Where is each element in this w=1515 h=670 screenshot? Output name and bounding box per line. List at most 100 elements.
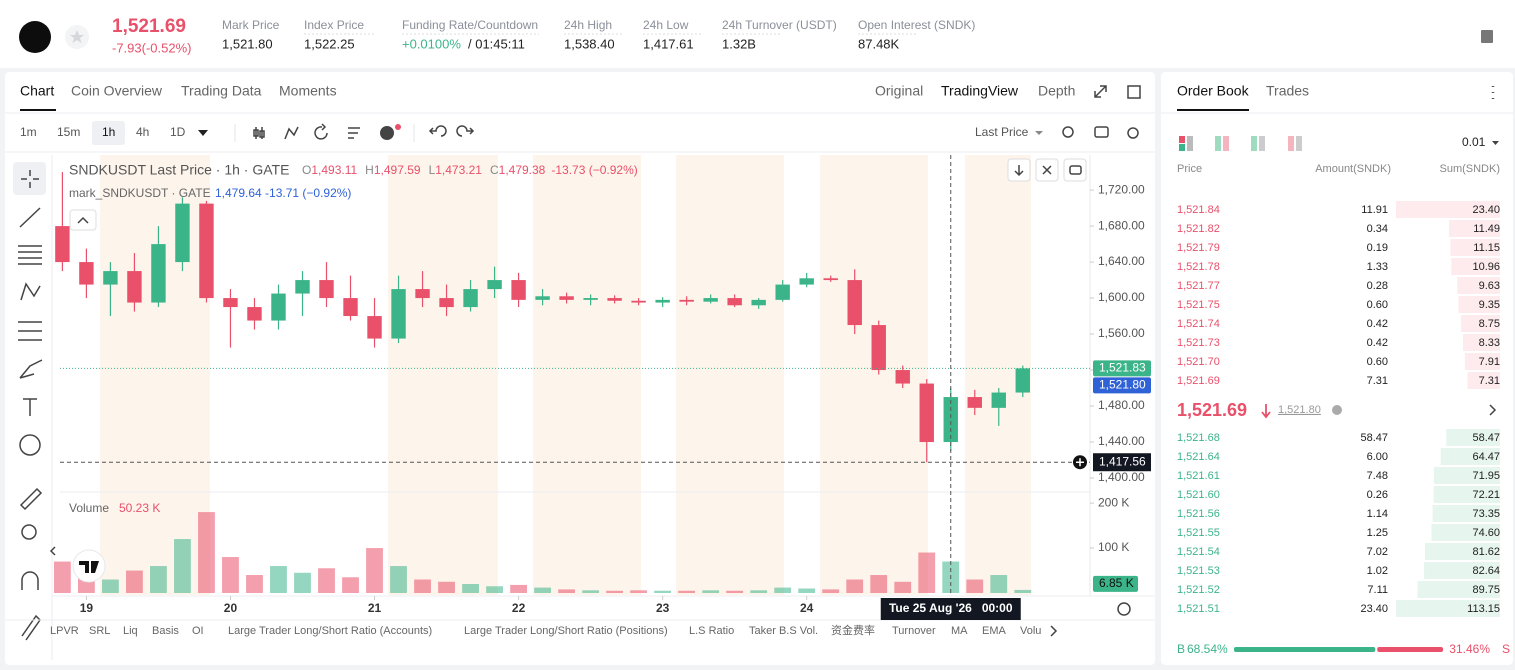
camera-icon[interactable]: [1094, 126, 1109, 138]
indicator-tab[interactable]: Volu: [1020, 625, 1041, 637]
volume-bar: [582, 590, 600, 593]
mid-mark-price[interactable]: 1,521.80: [1278, 404, 1321, 416]
toggle-part[interactable]: [1187, 136, 1193, 151]
book-icon[interactable]: [1481, 30, 1493, 43]
pattern-tool[interactable]: [20, 282, 41, 301]
precision[interactable]: 0.01: [1462, 135, 1486, 149]
crosshair-add-plus[interactable]: [1076, 458, 1084, 467]
toggle-part[interactable]: [1251, 136, 1257, 151]
orderbook-tab[interactable]: Trades: [1266, 83, 1309, 99]
toggle-part[interactable]: [1223, 136, 1229, 151]
chart-button[interactable]: [1063, 158, 1087, 182]
toggle-part[interactable]: [1179, 144, 1185, 151]
view-tab[interactable]: Original: [875, 83, 923, 99]
stat-value: 1,522.25: [304, 36, 355, 51]
timeframe[interactable]: 1m: [20, 125, 37, 139]
volume-bar: [126, 570, 143, 593]
depth-bar: [1450, 239, 1500, 256]
timeframe[interactable]: 1h: [102, 125, 115, 139]
scroll-icon[interactable]: [1014, 165, 1024, 177]
more-arrow[interactable]: [1489, 404, 1497, 416]
order-sum: 11.49: [1473, 223, 1500, 235]
emoji-tool[interactable]: [19, 434, 41, 456]
timeframe[interactable]: 15m: [57, 125, 80, 139]
session-band: [100, 155, 210, 595]
search-icon[interactable]: [1062, 126, 1074, 138]
indicator-tab[interactable]: LPVR: [50, 625, 79, 637]
indicator-tab[interactable]: 资金费率: [831, 623, 875, 637]
orderbook-tab[interactable]: Order Book: [1177, 83, 1250, 99]
last-price-badge-label: 1,521.83: [1099, 361, 1146, 375]
timeframe[interactable]: 1D: [170, 125, 186, 139]
chart-tab[interactable]: Chart: [20, 83, 54, 99]
projection-tool[interactable]: [18, 321, 42, 341]
view-tab[interactable]: Depth: [1038, 83, 1075, 99]
scroll-right[interactable]: [1050, 625, 1058, 637]
toggle-part[interactable]: [1179, 136, 1185, 143]
stat-value: 87.48K: [858, 36, 900, 51]
indicator-tab[interactable]: L.S Ratio: [689, 625, 734, 637]
crosshair-tool[interactable]: [21, 170, 39, 188]
indicator-tab[interactable]: Basis: [152, 625, 179, 637]
fit-icon[interactable]: [1042, 165, 1052, 175]
zoom-tool[interactable]: [21, 524, 37, 540]
settings-icon[interactable]: [1127, 127, 1139, 139]
indicator-tab[interactable]: Turnover: [892, 625, 936, 637]
dropdown-arrow[interactable]: [1035, 131, 1043, 135]
measure-tool[interactable]: [19, 487, 43, 511]
window-icon[interactable]: [1127, 85, 1141, 99]
trendline-tool[interactable]: [19, 207, 41, 228]
indicator-tab[interactable]: Liq: [123, 625, 138, 637]
indicator-tab[interactable]: Large Trader Long/Short Ratio (Accounts): [228, 625, 432, 637]
toggle-part[interactable]: [1215, 136, 1221, 151]
undo-icon[interactable]: [428, 125, 447, 137]
expand-icon[interactable]: [1094, 85, 1107, 98]
chart-tab[interactable]: Moments: [279, 83, 337, 99]
volume-bar: [654, 590, 672, 593]
fib-tool[interactable]: [18, 245, 42, 265]
toggle-part[interactable]: [1296, 136, 1302, 151]
volume-bar: [918, 552, 936, 593]
scroll-left[interactable]: [49, 546, 56, 556]
text-tool[interactable]: [23, 398, 37, 416]
indicator-tab[interactable]: Large Trader Long/Short Ratio (Positions…: [464, 625, 668, 637]
indicator-tab[interactable]: OI: [192, 625, 204, 637]
timeframe[interactable]: 4h: [136, 125, 149, 139]
chart-tab[interactable]: Trading Data: [181, 83, 262, 99]
toggle-part[interactable]: [1259, 136, 1265, 151]
magnet-tool[interactable]: [21, 571, 39, 590]
info-icon[interactable]: [1332, 405, 1342, 415]
lock-tool[interactable]: [21, 614, 41, 641]
add-icon[interactable]: [380, 126, 394, 140]
tv-logo-mark: [79, 561, 99, 573]
price-source[interactable]: Last Price: [975, 125, 1029, 139]
collapse-button[interactable]: [69, 209, 97, 231]
indicator-tab[interactable]: MA: [951, 625, 968, 637]
axis-settings[interactable]: [1117, 602, 1131, 616]
toggle-part[interactable]: [1288, 136, 1294, 151]
view-toggles[interactable]: [1179, 136, 1302, 151]
brush-tool[interactable]: [19, 359, 43, 379]
crosshair-price-box: [1093, 453, 1151, 472]
indicator-tab[interactable]: EMA: [982, 625, 1007, 637]
redo-icon[interactable]: [456, 125, 475, 137]
star-icon[interactable]: [70, 30, 84, 43]
indicator-tab[interactable]: SRL: [89, 625, 110, 637]
down-arrow: [1261, 404, 1271, 419]
y-tick-label: 1,600.00: [1098, 290, 1145, 304]
order-sum: 64.47: [1472, 451, 1500, 463]
view-tab[interactable]: TradingView: [941, 83, 1019, 99]
reset-icon[interactable]: [1069, 165, 1082, 175]
dropdown-arrow[interactable]: [1492, 141, 1499, 145]
indicator-tab[interactable]: Taker B.S Vol.: [749, 625, 818, 637]
template-icon[interactable]: [348, 127, 360, 139]
dropdown-arrow[interactable]: [198, 130, 208, 136]
chart-tab[interactable]: Coin Overview: [71, 83, 163, 99]
order-sum: 72.21: [1472, 489, 1500, 501]
collapse-arrow[interactable]: [77, 216, 89, 224]
replay-icon[interactable]: [314, 123, 328, 140]
candle-body: [655, 299, 670, 303]
indicator-icon[interactable]: [284, 126, 299, 140]
candle-type-icon[interactable]: [253, 127, 265, 139]
candle-body: [823, 278, 838, 281]
